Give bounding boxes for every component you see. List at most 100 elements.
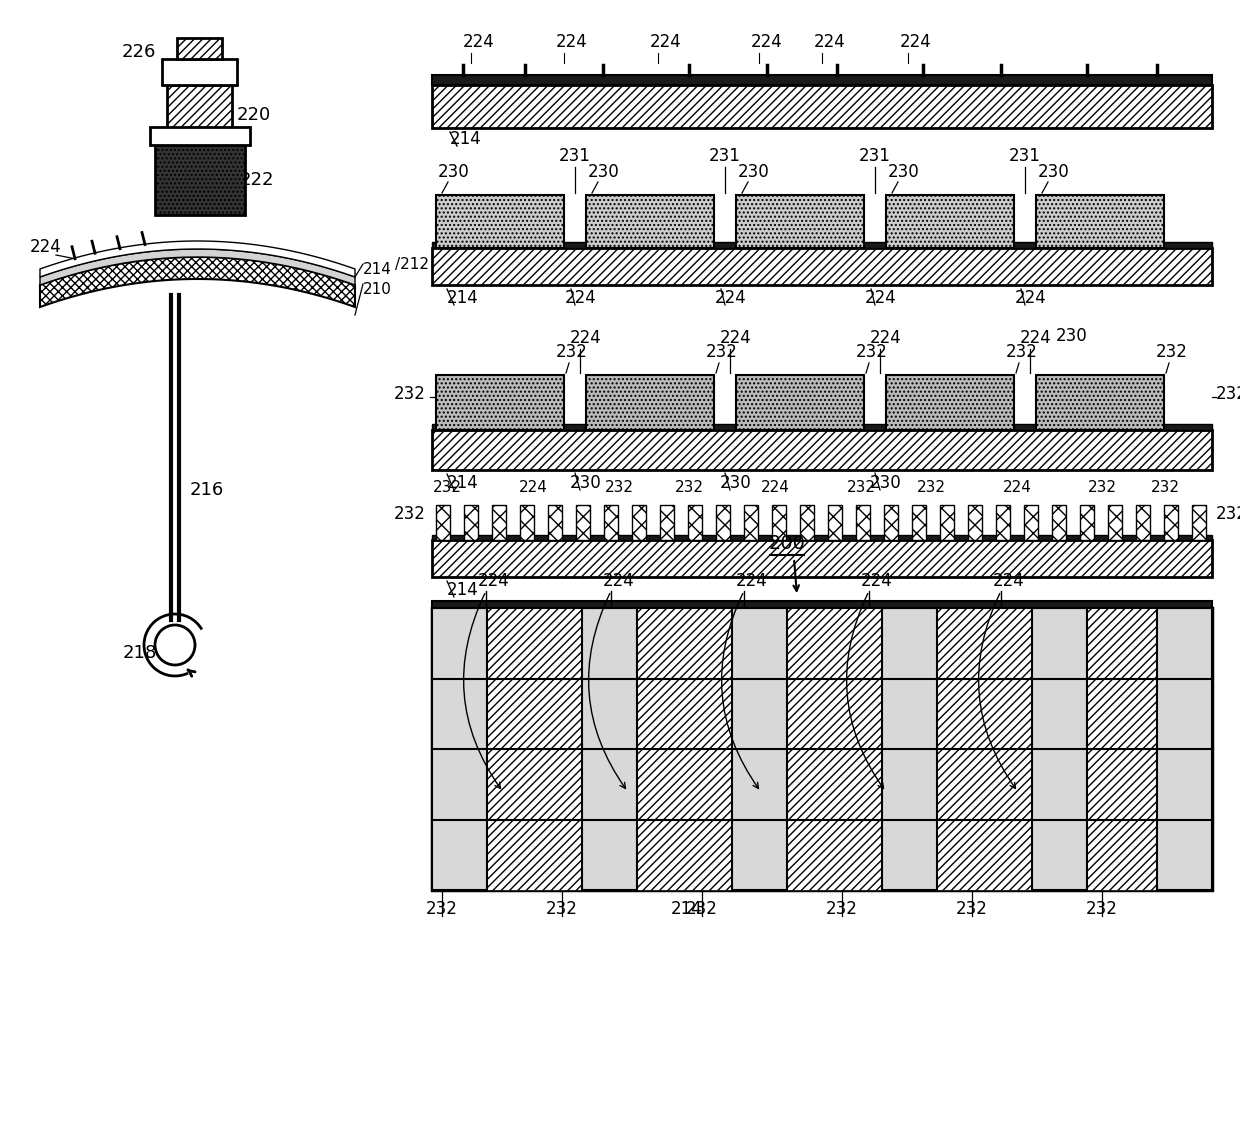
Text: 230: 230 <box>570 474 601 492</box>
Text: 230: 230 <box>1038 163 1070 181</box>
Text: 231: 231 <box>559 147 591 165</box>
Polygon shape <box>40 241 355 277</box>
Text: 224: 224 <box>900 33 931 51</box>
Text: 232: 232 <box>1216 505 1240 523</box>
Text: 232: 232 <box>1151 480 1179 495</box>
Bar <box>1024 505 1038 540</box>
Bar <box>432 75 1211 85</box>
Text: 224: 224 <box>518 480 547 495</box>
Bar <box>587 375 714 431</box>
Bar <box>436 505 450 540</box>
Bar <box>715 505 730 540</box>
Bar <box>856 505 870 540</box>
Bar <box>432 535 1211 540</box>
Bar <box>1157 608 1211 890</box>
Bar <box>800 505 813 540</box>
Bar <box>432 85 1211 128</box>
Bar <box>548 505 562 540</box>
Bar <box>688 505 702 540</box>
Bar <box>1164 505 1178 540</box>
Bar <box>577 505 590 540</box>
Text: 224: 224 <box>565 289 596 308</box>
Text: 230: 230 <box>888 163 920 181</box>
Bar <box>996 505 1011 540</box>
Text: 232: 232 <box>427 900 458 918</box>
Text: 232: 232 <box>605 480 634 495</box>
Bar <box>1052 505 1066 540</box>
Text: 224: 224 <box>463 33 495 51</box>
Text: 224: 224 <box>870 329 901 347</box>
Text: 224: 224 <box>30 238 62 256</box>
Bar <box>773 505 786 540</box>
Bar <box>436 195 564 248</box>
Bar <box>1109 505 1122 540</box>
Bar <box>937 608 1032 890</box>
Text: 224: 224 <box>813 33 846 51</box>
Text: 218: 218 <box>123 644 157 662</box>
Bar <box>1035 375 1164 431</box>
Bar <box>732 608 787 890</box>
Bar <box>1032 608 1087 890</box>
Text: 224: 224 <box>477 572 510 590</box>
Text: 232: 232 <box>394 505 425 523</box>
Text: 232: 232 <box>856 343 888 361</box>
Bar <box>432 424 1211 431</box>
Bar <box>604 505 618 540</box>
Bar <box>968 505 982 540</box>
Bar <box>487 608 582 890</box>
Text: 224: 224 <box>1016 289 1047 308</box>
Text: 214: 214 <box>450 130 482 148</box>
Bar <box>884 505 898 540</box>
Text: 224: 224 <box>650 33 682 51</box>
Text: 224: 224 <box>720 329 751 347</box>
Bar <box>887 375 1014 431</box>
Text: 232: 232 <box>1086 900 1118 918</box>
Text: 224: 224 <box>866 289 897 308</box>
Bar <box>432 241 1211 248</box>
Bar <box>177 38 222 59</box>
Polygon shape <box>40 249 355 285</box>
Text: 222: 222 <box>241 171 274 189</box>
Bar <box>940 505 954 540</box>
Text: 232: 232 <box>433 480 461 495</box>
Text: 232: 232 <box>706 343 738 361</box>
Text: 214: 214 <box>363 262 392 278</box>
Bar <box>887 195 1014 248</box>
Text: 232: 232 <box>686 900 718 918</box>
Bar <box>632 505 646 540</box>
Text: 232: 232 <box>1156 343 1188 361</box>
Bar <box>432 601 1211 608</box>
Bar <box>737 375 864 431</box>
Text: 224: 224 <box>760 480 790 495</box>
Bar <box>520 505 534 540</box>
Polygon shape <box>40 257 355 308</box>
Bar <box>911 505 926 540</box>
Bar <box>737 195 864 248</box>
Bar <box>1035 195 1164 248</box>
Bar <box>492 505 506 540</box>
Text: 214: 214 <box>446 474 479 492</box>
Bar <box>660 505 675 540</box>
Text: 230: 230 <box>720 474 751 492</box>
Circle shape <box>155 625 195 665</box>
Bar <box>432 608 487 890</box>
Text: 230: 230 <box>438 163 470 181</box>
Bar <box>1080 505 1094 540</box>
Text: 224: 224 <box>737 572 768 590</box>
Bar <box>150 128 250 145</box>
Bar <box>432 248 1211 285</box>
Text: 226: 226 <box>122 43 156 62</box>
Text: 232: 232 <box>1006 343 1038 361</box>
Bar <box>744 505 758 540</box>
Text: 224: 224 <box>603 572 635 590</box>
Text: 224: 224 <box>993 572 1024 590</box>
Text: 224: 224 <box>1021 329 1052 347</box>
Text: 232: 232 <box>847 480 875 495</box>
Text: 224: 224 <box>556 33 588 51</box>
Text: 224: 224 <box>861 572 893 590</box>
Text: 214: 214 <box>446 581 479 599</box>
Bar <box>637 608 732 890</box>
Bar <box>432 608 1211 890</box>
Bar <box>1136 505 1149 540</box>
Bar <box>155 145 246 215</box>
